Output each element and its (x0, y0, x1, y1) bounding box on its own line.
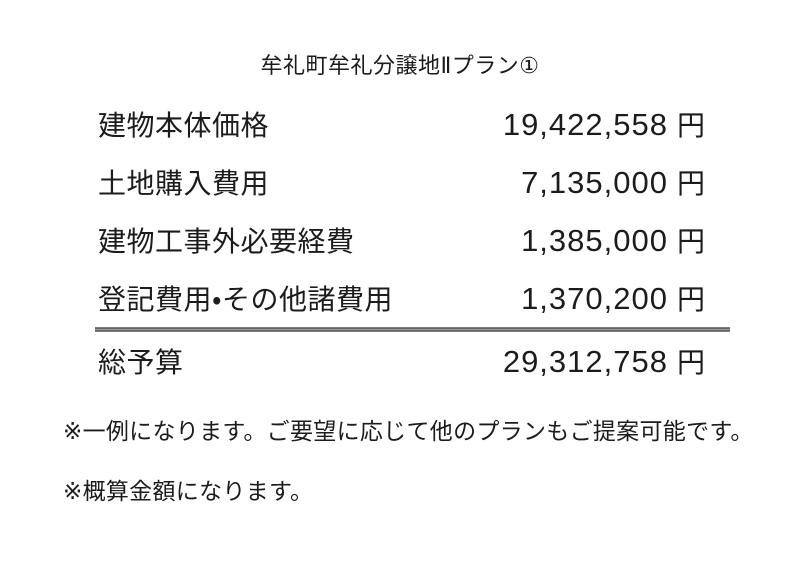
footnote-example-disclaimer: ※一例になります。ご要望に応じて他のプランもご提案可能です。 (63, 418, 754, 444)
total-amount: 29,312,758 (502, 344, 668, 379)
row-value: 19,422,558 円 (503, 104, 705, 144)
row-label: 登記費用・その他諸費用 (98, 284, 394, 315)
currency-unit: 円 (676, 110, 705, 141)
currency-unit: 円 (676, 284, 705, 315)
table-row-total-budget: 総予算 29,312,758 円 (95, 332, 730, 390)
total-separator-line (95, 327, 730, 332)
row-amount: 1,385,000 (521, 223, 668, 258)
row-value: 7,135,000 円 (521, 162, 705, 202)
footnote-approximate-disclaimer: ※概算金額になります。 (63, 478, 314, 504)
row-amount: 7,135,000 (521, 165, 668, 200)
row-value: 1,370,200 円 (521, 278, 705, 318)
row-amount: 1,370,200 (521, 281, 668, 316)
table-row-building-price: 建物本体価格 19,422,558 円 (95, 95, 730, 153)
page-title: 牟礼町牟礼分譲地Ⅱプラン① (260, 53, 540, 78)
row-label: 建物工事外必要経費 (98, 226, 355, 257)
currency-unit: 円 (676, 347, 705, 378)
total-label: 総予算 (98, 347, 184, 378)
row-label: 土地購入費用 (98, 168, 270, 199)
table-row-registration-fees: 登記費用・その他諸費用 1,370,200 円 (95, 269, 730, 327)
row-label: 建物本体価格 (98, 110, 270, 141)
table-row-non-construction-expenses: 建物工事外必要経費 1,385,000 円 (95, 211, 730, 269)
total-value: 29,312,758 円 (503, 341, 705, 381)
row-amount: 19,422,558 (502, 107, 668, 142)
currency-unit: 円 (676, 168, 705, 199)
currency-unit: 円 (676, 226, 705, 257)
table-row-land-purchase: 土地購入費用 7,135,000 円 (95, 153, 730, 211)
row-value: 1,385,000 円 (521, 220, 705, 260)
cost-breakdown-table: 建物本体価格 19,422,558 円 土地購入費用 7,135,000 円 建… (95, 95, 730, 390)
